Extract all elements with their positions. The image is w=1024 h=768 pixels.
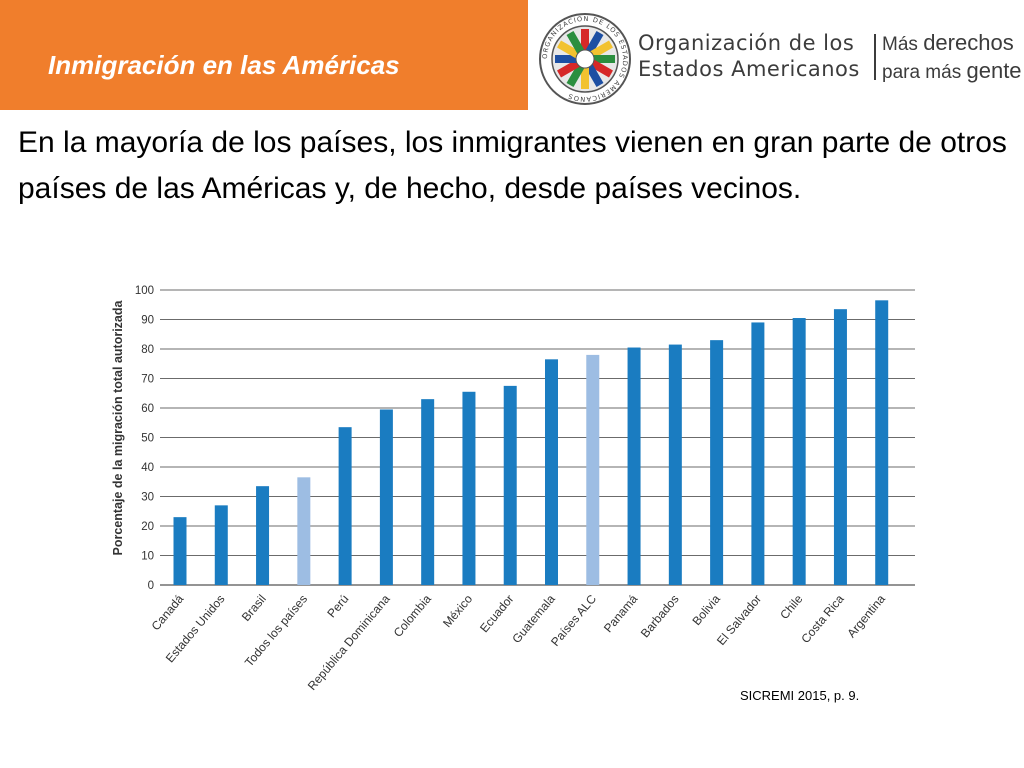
bar-6 — [421, 399, 435, 585]
y-tick-label: 20 — [141, 521, 154, 533]
slide-title: Inmigración en las Américas — [48, 50, 400, 80]
x-tick-label: México — [440, 592, 475, 630]
y-tick-label: 30 — [141, 492, 154, 504]
y-tick-label: 0 — [148, 580, 154, 592]
x-tick-label: Argentina — [844, 592, 888, 641]
y-tick-label: 90 — [141, 315, 154, 327]
x-tick-label: Ecuador — [477, 592, 516, 635]
x-tick-label: Brasil — [239, 592, 269, 624]
x-tick-label: Chile — [777, 592, 806, 622]
x-tick-label: Colombia — [391, 592, 435, 640]
slogan-words-para-mas: para más — [882, 62, 962, 83]
y-tick-label: 80 — [141, 344, 154, 356]
bar-5 — [379, 409, 393, 585]
y-tick-label: 70 — [141, 374, 154, 386]
bar-15 — [792, 318, 806, 585]
x-tick-label: Barbados — [638, 592, 682, 640]
x-tick-label: Perú — [324, 592, 351, 620]
bar-8 — [503, 385, 517, 585]
bar-11 — [627, 347, 641, 585]
bar-3 — [297, 477, 311, 585]
slide-heading: En la mayoría de los países, los inmigra… — [18, 126, 1007, 205]
x-tick-label: Bolivia — [689, 592, 723, 628]
slogan-word-gente: gente — [966, 58, 1022, 83]
y-tick-label: 50 — [141, 433, 154, 445]
bar-1 — [214, 505, 228, 585]
y-axis-label: Porcentaje de la migración total autoriz… — [111, 299, 125, 555]
bar-12 — [668, 344, 682, 585]
bar-9 — [545, 359, 558, 585]
org-name-line2: Estados Americanos — [638, 57, 860, 81]
org-name: Organización de los Estados Americanos — [638, 30, 860, 82]
logo-divider — [874, 34, 876, 80]
x-tick-label: Canadá — [149, 592, 187, 633]
bar-14 — [751, 322, 765, 585]
bar-4 — [338, 427, 352, 585]
bar-2 — [256, 486, 270, 585]
bar-7 — [462, 391, 476, 585]
bar-10 — [586, 354, 600, 585]
y-tick-label: 10 — [141, 551, 154, 563]
chart-bars — [173, 300, 889, 585]
y-tick-label: 60 — [141, 403, 154, 415]
bar-13 — [710, 340, 724, 585]
header-bar: Inmigración en las Américas ORGANIZACION… — [0, 0, 1024, 110]
bar-17 — [875, 300, 889, 585]
y-tick-label: 40 — [141, 462, 154, 474]
slogan-word-mas: Más — [882, 34, 918, 55]
slogan-word-derechos: derechos — [923, 30, 1014, 55]
chart-grid — [160, 289, 915, 586]
slogan: Más derechos para más gente — [882, 30, 1022, 86]
bar-16 — [833, 309, 847, 585]
y-tick-label: 100 — [135, 285, 154, 297]
x-tick-label: Costa Rica — [798, 592, 847, 646]
oas-seal-icon: ORGANIZACION DE LOS ESTADOS AMERICANOS — [539, 13, 631, 105]
logo-panel: ORGANIZACION DE LOS ESTADOS AMERICANOS O… — [528, 0, 1024, 110]
org-name-line1: Organización de los — [638, 31, 855, 55]
source-citation: SICREMI 2015, p. 9. — [740, 688, 860, 703]
bar-0 — [173, 517, 187, 585]
x-tick-label: República Dominicana — [305, 592, 393, 693]
x-tick-label: Panamá — [601, 592, 641, 635]
